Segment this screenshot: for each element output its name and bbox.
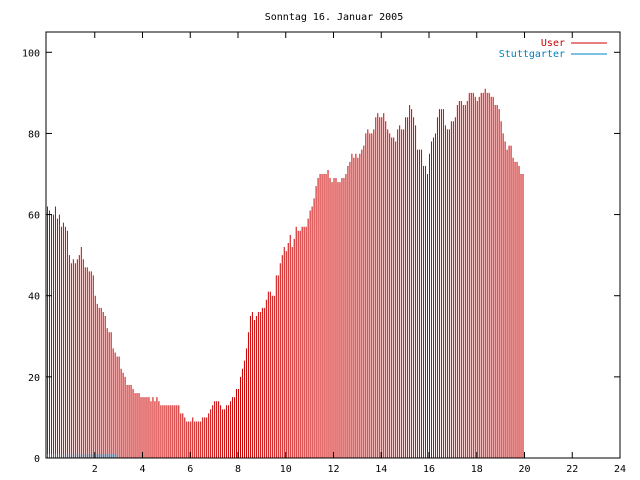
x-tick-label-11: 24: [614, 464, 626, 475]
y-tick-label-1: 20: [28, 373, 40, 384]
y-tick-label-2: 40: [28, 292, 40, 303]
legend: User Stuttgarter: [499, 38, 607, 60]
series-user: [47, 88, 524, 458]
y-tick-label-3: 60: [28, 211, 40, 222]
legend-label-stuttgarter: Stuttgarter: [499, 49, 565, 60]
x-tick-label-5: 12: [327, 464, 339, 475]
series-stuttgarter: [47, 453, 118, 458]
x-tick-label-6: 14: [375, 464, 387, 475]
y-axis: 0 20 40 60 80 100: [22, 48, 620, 465]
x-tick-label-8: 18: [471, 464, 483, 475]
x-axis: 2 4 6 8 10 12 14 16 18 20 22 24: [92, 32, 626, 475]
x-tick-label-3: 8: [235, 464, 241, 475]
x-tick-label-7: 16: [423, 464, 435, 475]
plot-frame: [45, 31, 621, 459]
x-tick-label-9: 20: [518, 464, 530, 475]
x-tick-label-10: 22: [566, 464, 578, 475]
x-tick-label-2: 6: [187, 464, 193, 475]
x-tick-label-0: 2: [92, 464, 98, 475]
y-tick-label-4: 80: [28, 129, 40, 140]
x-tick-label-1: 4: [139, 464, 145, 475]
y-tick-label-0: 0: [34, 454, 40, 465]
x-tick-label-4: 10: [280, 464, 292, 475]
legend-label-user: User: [541, 38, 565, 49]
chart-title: Sonntag 16. Januar 2005: [265, 12, 403, 23]
y-tick-label-5: 100: [22, 48, 40, 59]
